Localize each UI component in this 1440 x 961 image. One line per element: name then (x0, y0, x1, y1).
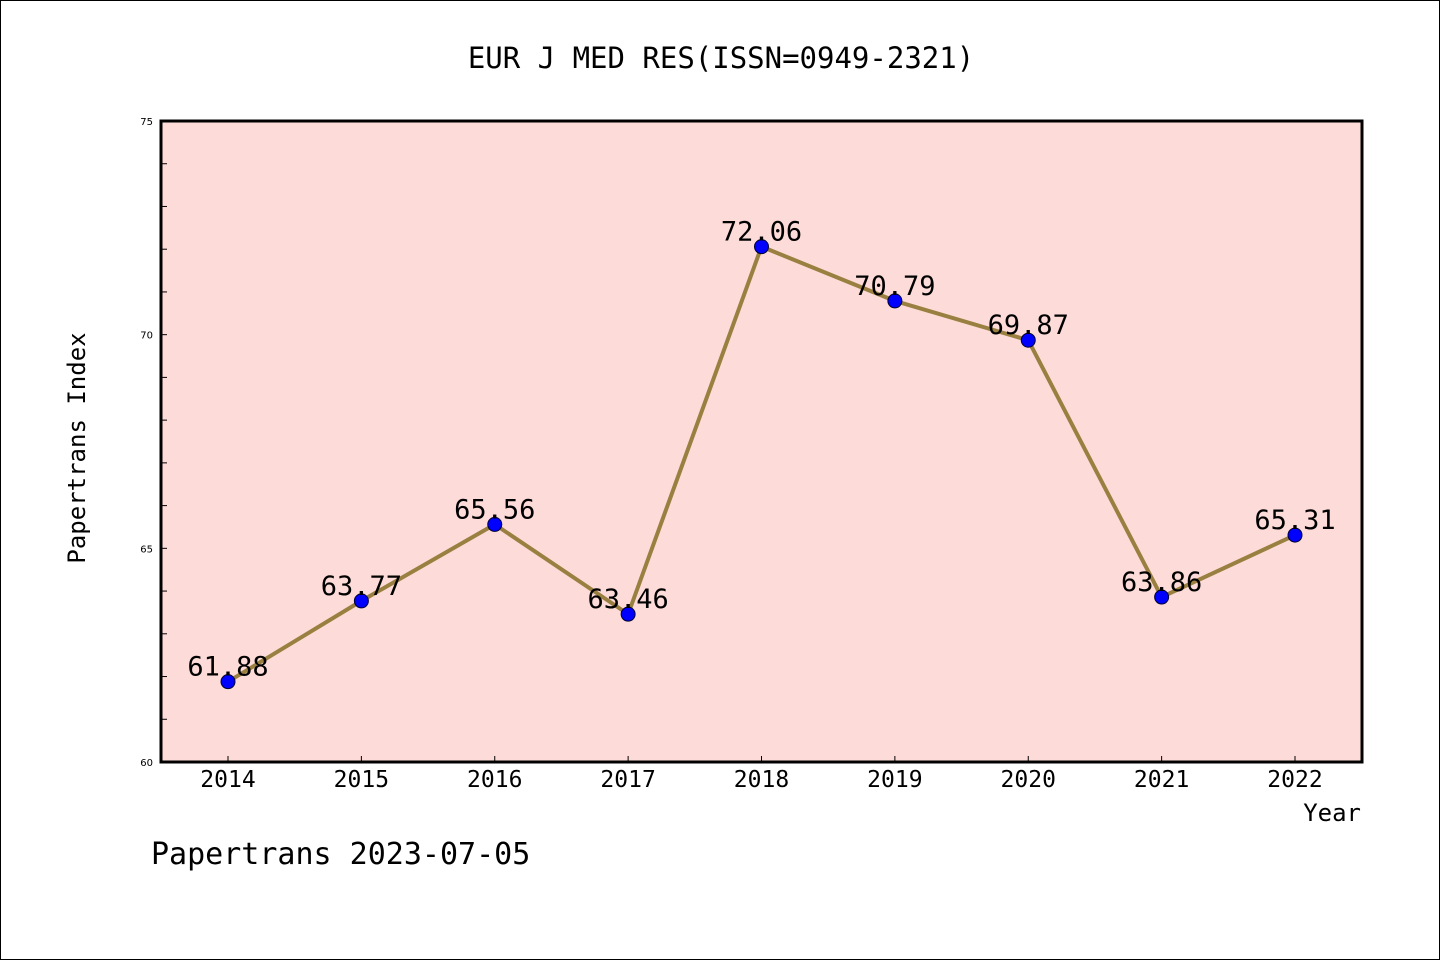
data-label: 63.86 (1121, 567, 1202, 598)
data-labels: 61.88 63.77 65.56 63.46 72.06 70.79 69.87 63.86… (187, 217, 1335, 683)
data-point (220, 674, 236, 690)
y-tick-label: 60 (140, 758, 153, 769)
data-label: 63.77 (321, 571, 402, 602)
data-point (620, 606, 636, 622)
data-label: 63.46 (587, 584, 668, 615)
data-label: 65.56 (454, 494, 535, 525)
y-tick-label: 70 (140, 331, 153, 342)
x-tick-label: 2020 (1001, 767, 1056, 793)
x-axis-label: Year (1303, 799, 1361, 827)
y-minor-ticks (161, 120, 167, 763)
data-point (754, 239, 769, 255)
x-tick-label: 2022 (1267, 767, 1322, 793)
data-label: 70.79 (854, 271, 935, 302)
data-point (353, 593, 369, 609)
x-ticks (227, 756, 1296, 762)
x-tick-label: 2019 (867, 767, 922, 793)
x-tick-label: 2015 (334, 767, 389, 793)
x-tick-labels: 2014 2015 2016 2017 2018 2019 2020 2021 2022 (200, 767, 1322, 793)
x-tick-label: 2018 (734, 767, 789, 793)
x-tick-label: 2016 (467, 767, 522, 793)
plot-area (159, 119, 1364, 764)
data-point (887, 293, 903, 309)
watermark-text: Papertrans 2023-07-05 (151, 837, 530, 872)
y-tick-label: 75 (140, 117, 153, 128)
y-tick-label: 65 (140, 544, 153, 555)
x-tick-label: 2017 (600, 767, 655, 793)
data-label: 61.88 (187, 652, 268, 683)
x-tick-label: 2014 (200, 767, 255, 793)
data-point (1020, 332, 1036, 348)
data-point (1154, 589, 1170, 605)
data-point (1287, 527, 1303, 543)
data-label: 69.87 (988, 310, 1069, 341)
data-label: 65.31 (1254, 505, 1335, 536)
chart-title: EUR J MED RES(ISSN=0949-2321) (468, 41, 974, 75)
y-tick-labels: 60 65 70 75 (140, 117, 153, 769)
data-markers (220, 239, 1303, 690)
x-tick-label: 2021 (1134, 767, 1189, 793)
data-label: 72.06 (721, 217, 802, 248)
y-axis-label: Papertrans Index (63, 332, 91, 563)
data-point (487, 516, 503, 532)
